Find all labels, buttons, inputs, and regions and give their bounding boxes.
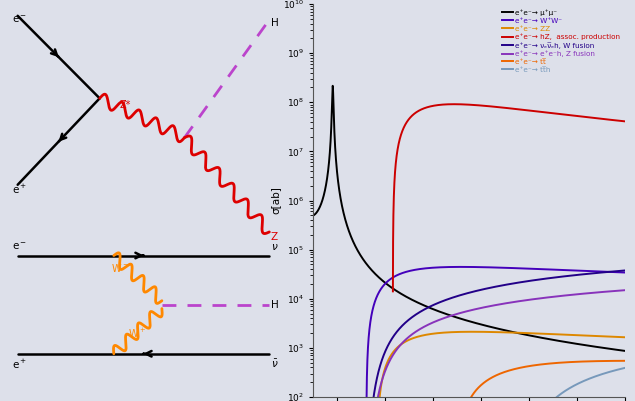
Text: H: H [271, 18, 279, 28]
Legend: e⁺e⁻→ μ⁺μ⁻, e⁺e⁻→ W⁺W⁻, e⁺e⁻→ ZZ, e⁺e⁻→ hZ,  assoc. production, e⁺e⁻→ νₑν̅ₑh, W : e⁺e⁻→ μ⁺μ⁻, e⁺e⁻→ W⁺W⁻, e⁺e⁻→ ZZ, e⁺e⁻→ … [501, 8, 622, 74]
Text: W$^+$: W$^+$ [128, 326, 146, 340]
Text: $\nu$: $\nu$ [271, 241, 278, 251]
Text: W$^-$: W$^-$ [111, 262, 129, 274]
Text: H: H [271, 300, 279, 310]
Text: e$^-$: e$^-$ [12, 14, 27, 25]
Text: Z: Z [271, 232, 278, 242]
Text: e$^+$: e$^+$ [12, 358, 27, 371]
Text: e$^+$: e$^+$ [12, 183, 27, 196]
Text: $\bar{\nu}$: $\bar{\nu}$ [271, 358, 278, 370]
Text: Z*: Z* [119, 100, 131, 110]
Text: e$^-$: e$^-$ [12, 241, 27, 251]
Y-axis label: σ[ab]: σ[ab] [270, 186, 280, 215]
